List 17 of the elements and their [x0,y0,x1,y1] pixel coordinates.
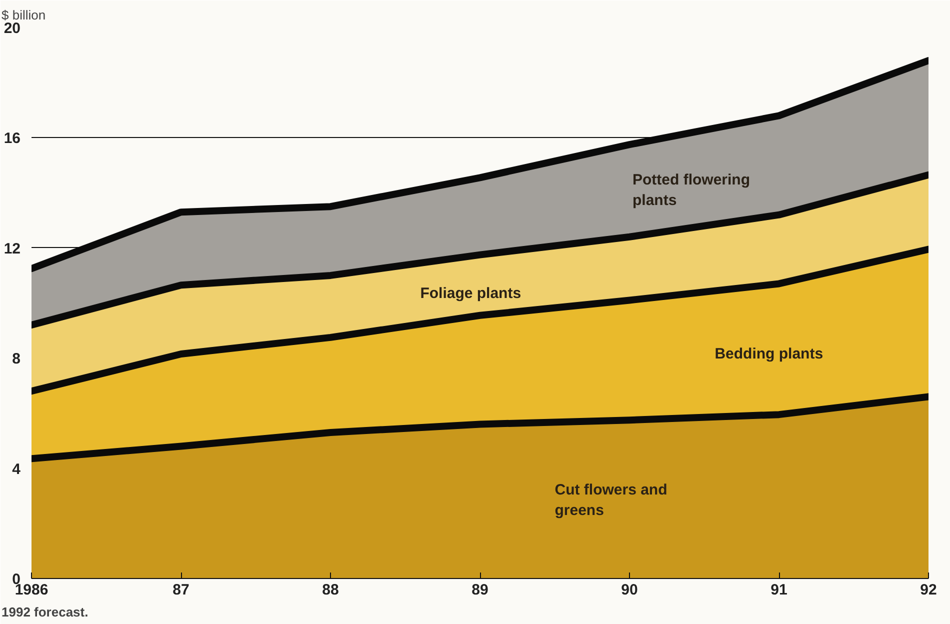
x-tick-label: 92 [920,582,937,598]
series-label: Bedding plants [714,345,824,362]
y-tick-label: 4 [12,460,22,478]
y-tick-label: 12 [4,240,21,258]
series-label: Potted flowering plants [632,172,750,209]
x-tick-label: 87 [172,582,190,598]
x-tick-label: 90 [621,582,638,598]
y-axis-title: $ billion [2,8,46,22]
y-tick-label: 16 [4,130,21,148]
y-tick-label: 20 [4,20,21,37]
series-label: Cut flowers and greens [554,482,668,520]
x-tick-label: 89 [472,582,488,598]
x-tick-label: 91 [770,582,788,598]
x-tick-label: 88 [322,582,339,598]
y-tick-label: 8 [12,350,20,368]
text: 1992 forecast. [2,604,88,620]
series-label: Foliage plants [420,285,522,302]
